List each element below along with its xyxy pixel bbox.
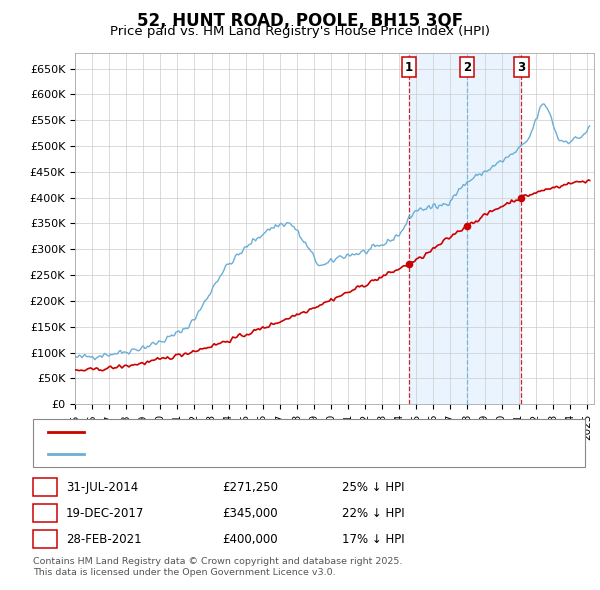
Text: 17% ↓ HPI: 17% ↓ HPI: [342, 533, 404, 546]
Text: 52, HUNT ROAD, POOLE, BH15 3QF: 52, HUNT ROAD, POOLE, BH15 3QF: [137, 12, 463, 30]
Text: 2: 2: [463, 61, 471, 74]
Text: 31-JUL-2014: 31-JUL-2014: [66, 481, 138, 494]
Text: 1: 1: [405, 61, 413, 74]
Text: 52, HUNT ROAD, POOLE, BH15 3QF (detached house): 52, HUNT ROAD, POOLE, BH15 3QF (detached…: [90, 427, 388, 437]
Text: 1: 1: [41, 481, 49, 494]
Text: 22% ↓ HPI: 22% ↓ HPI: [342, 507, 404, 520]
Text: 19-DEC-2017: 19-DEC-2017: [66, 507, 145, 520]
Text: Price paid vs. HM Land Registry's House Price Index (HPI): Price paid vs. HM Land Registry's House …: [110, 25, 490, 38]
Text: 25% ↓ HPI: 25% ↓ HPI: [342, 481, 404, 494]
Text: Contains HM Land Registry data © Crown copyright and database right 2025.
This d: Contains HM Land Registry data © Crown c…: [33, 558, 403, 577]
Text: 2: 2: [41, 507, 49, 520]
Text: £271,250: £271,250: [222, 481, 278, 494]
Bar: [409, 53, 521, 404]
Text: 3: 3: [517, 61, 526, 74]
Text: £345,000: £345,000: [222, 507, 278, 520]
Text: 3: 3: [41, 533, 49, 546]
Text: £400,000: £400,000: [222, 533, 278, 546]
Text: 28-FEB-2021: 28-FEB-2021: [66, 533, 142, 546]
Text: HPI: Average price, detached house, Bournemouth Christchurch and Poole: HPI: Average price, detached house, Bour…: [90, 449, 505, 459]
